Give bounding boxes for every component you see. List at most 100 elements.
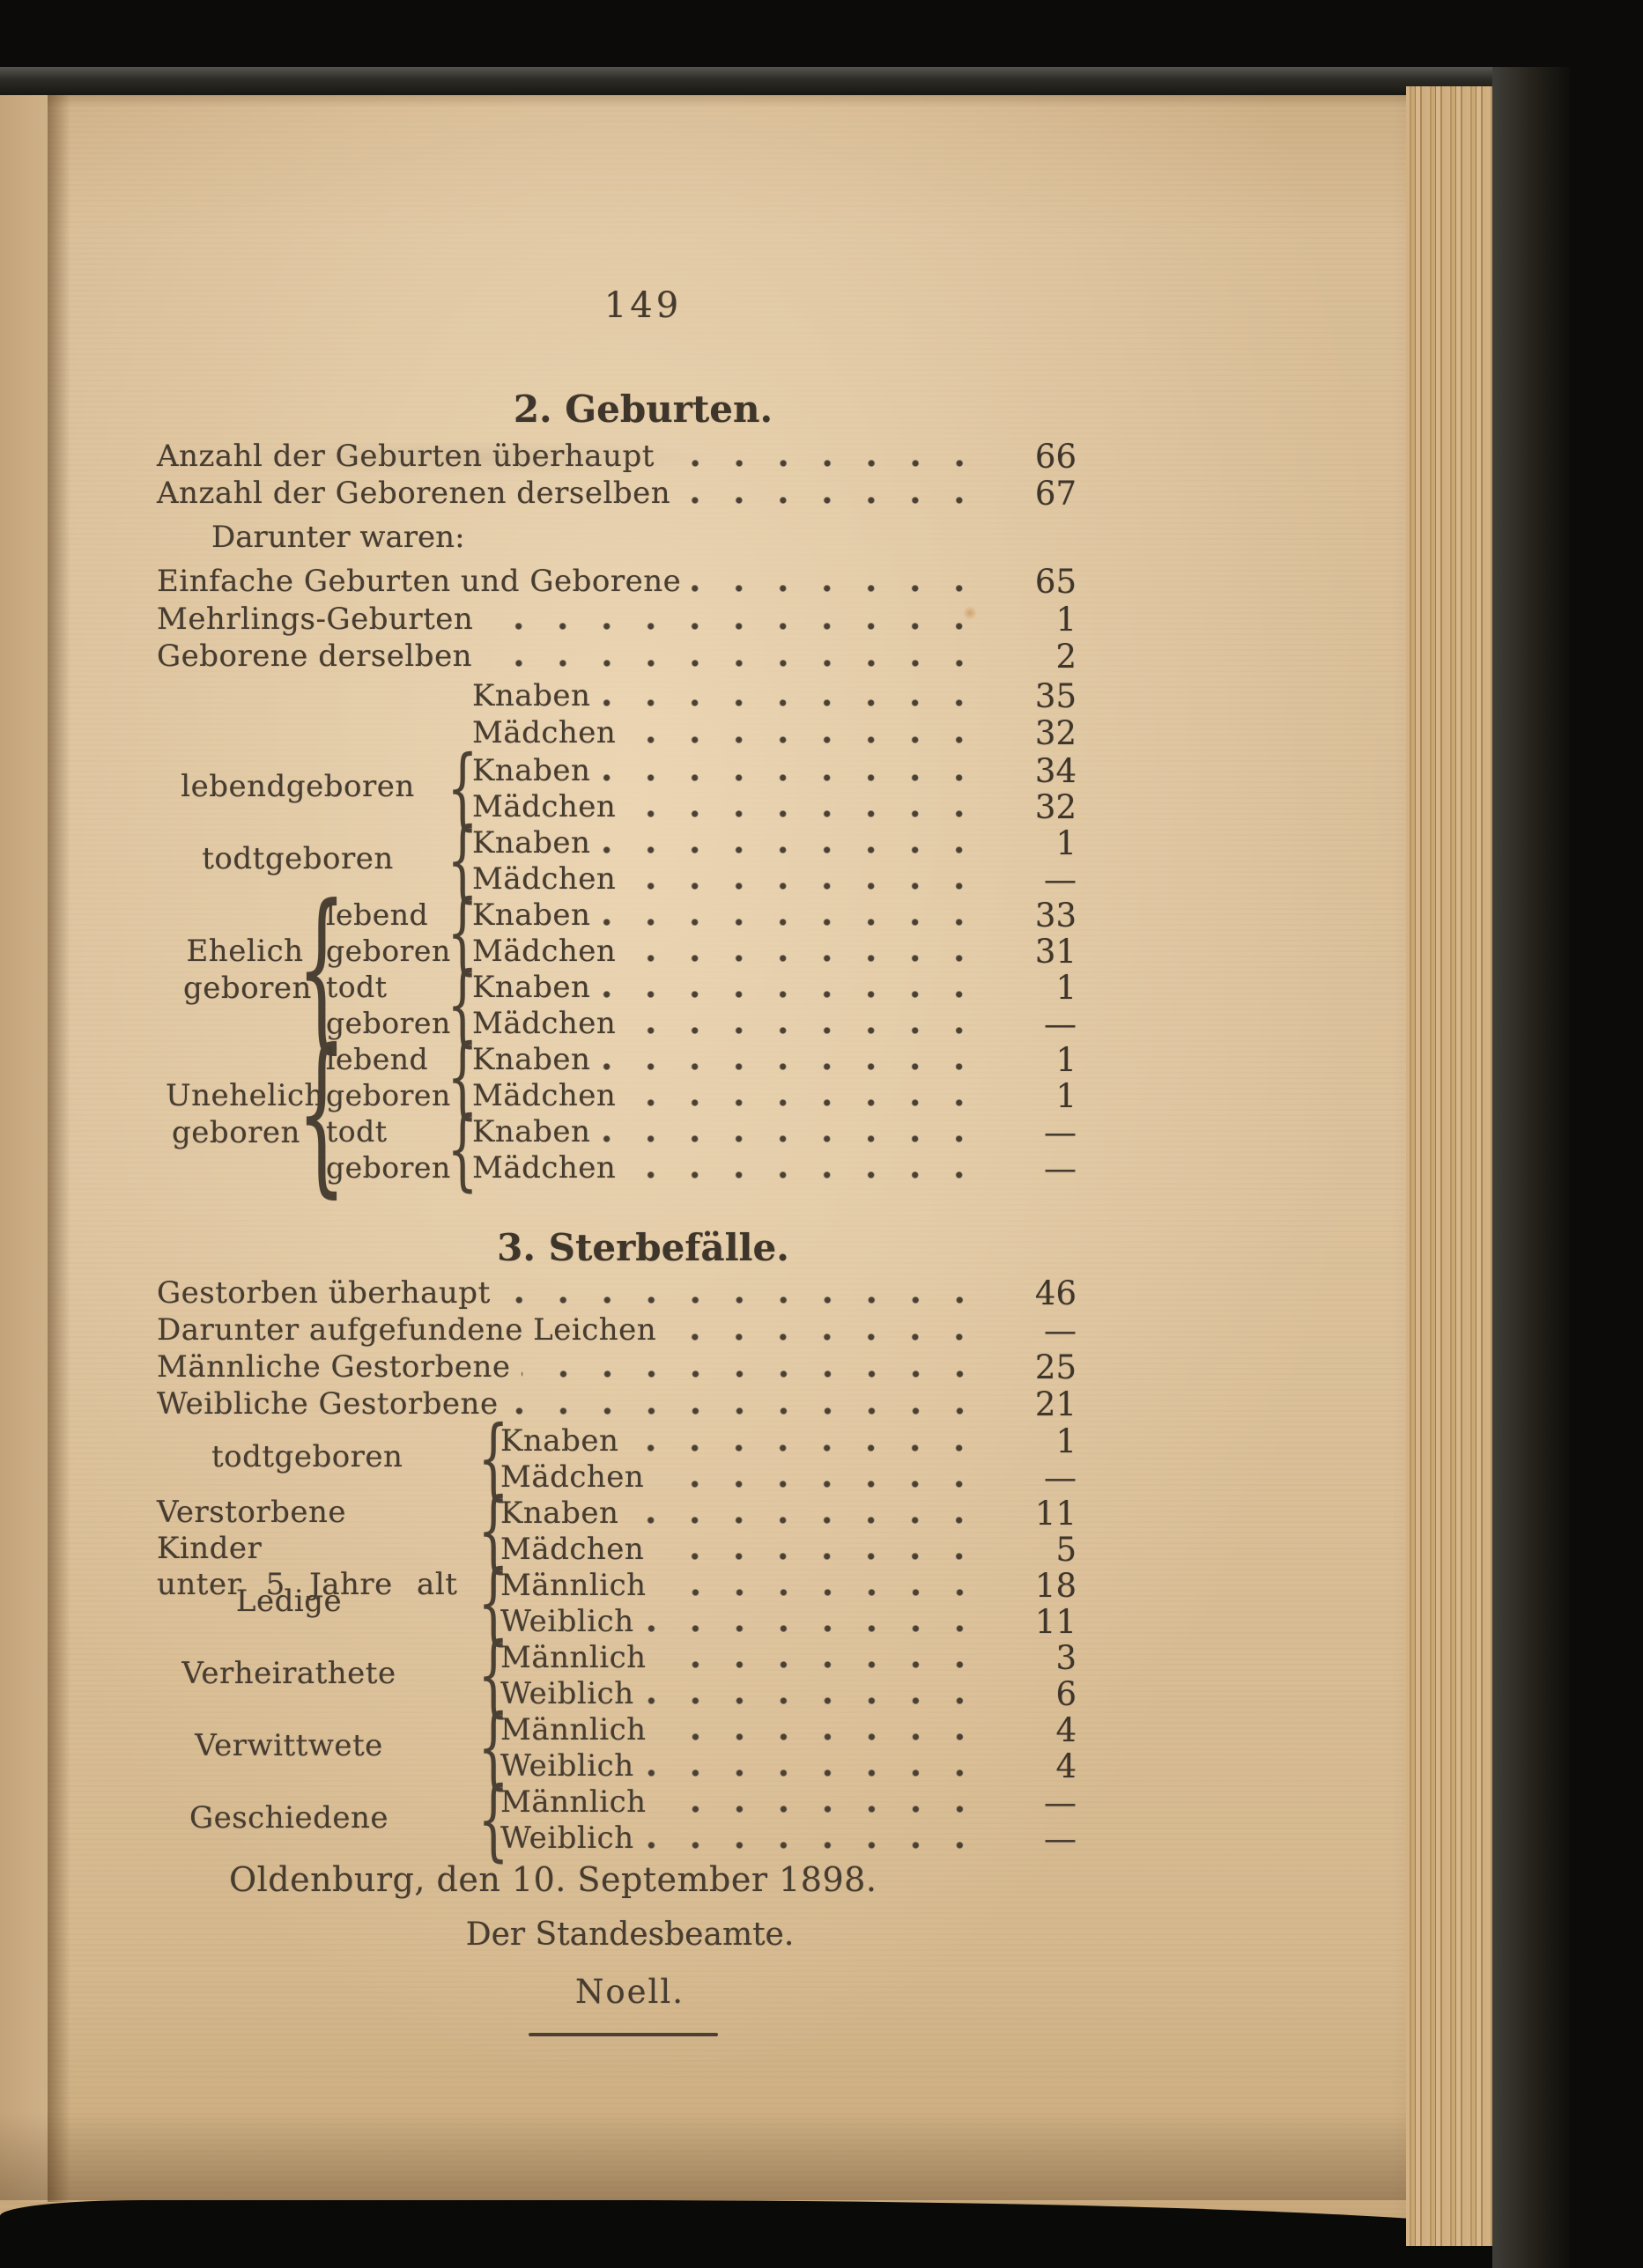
stat-row: Anzahl der Geburten überhaupt 66: [157, 437, 1077, 476]
dot-leader: [656, 1660, 999, 1669]
page-content: 149 2. Geburten. Anzahl der Geburten übe…: [157, 0, 1077, 2268]
ink-smudge: [229, 440, 722, 476]
row-value: —: [1044, 1458, 1077, 1496]
stat-row: Knaben 1: [157, 968, 1077, 1007]
group-label-geschiedene: Geschiedene: [189, 1800, 389, 1836]
dot-leader: [681, 496, 999, 505]
dot-leader: [601, 1062, 999, 1071]
dot-leader: [601, 1134, 999, 1143]
row-value: 1: [1055, 1040, 1077, 1079]
dot-leader: [626, 1171, 999, 1179]
row-label: Knaben: [472, 1114, 591, 1149]
row-label: Männlich: [500, 1784, 647, 1820]
row-label: Anzahl der Geburten überhaupt: [157, 439, 655, 474]
row-label: Knaben: [472, 753, 591, 788]
group-label-line: geboren: [326, 934, 451, 968]
row-label: Weibliche Gestorbene: [157, 1386, 499, 1422]
dot-leader: [644, 1841, 999, 1850]
book-cover-right-edge: [1492, 67, 1570, 2268]
dot-leader: [601, 990, 999, 999]
dot-leader: [626, 954, 999, 963]
row-value: —: [1044, 1112, 1077, 1151]
dot-leader: [601, 698, 999, 707]
row-value: 66: [1034, 437, 1077, 476]
stat-row: Mädchen —: [157, 1004, 1077, 1043]
row-label: Knaben: [472, 898, 591, 933]
dot-leader: [601, 846, 999, 854]
row-value: 32: [1034, 713, 1077, 752]
stat-row: Knaben 1: [157, 824, 1077, 862]
book-cover-top-edge: [0, 67, 1566, 95]
dateline: Oldenburg, den 10. September 1898.: [229, 1860, 877, 1899]
stat-row: Mädchen —: [157, 1458, 1077, 1496]
dot-leader: [656, 1732, 999, 1741]
group-label-todtgeboren: todtgeboren: [211, 1439, 403, 1474]
row-label: Gestorben überhaupt: [157, 1275, 491, 1311]
dot-leader: [483, 659, 999, 668]
row-value: 4: [1055, 1710, 1077, 1749]
dot-leader: [644, 1769, 999, 1777]
row-label: Einfache Geburten und Geborene: [157, 564, 682, 599]
stat-row: Darunter aufgefundene Leichen —: [157, 1311, 1077, 1349]
stat-row: Mädchen 31: [157, 932, 1077, 971]
page-number: 149: [603, 285, 683, 326]
row-value: 32: [1034, 787, 1077, 826]
dot-leader: [656, 1805, 999, 1814]
row-value: —: [1044, 1783, 1077, 1821]
row-value: 6: [1055, 1674, 1077, 1713]
row-label: Mädchen: [472, 789, 617, 824]
dot-leader: [508, 1407, 999, 1415]
row-value: 1: [1055, 968, 1077, 1007]
stat-row: Gestorben überhaupt 46: [157, 1274, 1077, 1312]
stat-row: Mädchen —: [157, 1149, 1077, 1187]
stat-row: Knaben 34: [157, 751, 1077, 790]
row-label: Mädchen: [472, 1150, 617, 1186]
row-value: —: [1044, 1311, 1077, 1349]
group-label-line: Unehelich: [166, 1078, 324, 1113]
row-label: Mädchen: [500, 1532, 645, 1567]
row-value: 18: [1034, 1566, 1077, 1605]
row-value: 11: [1034, 1494, 1077, 1533]
group-label-line: geboren: [172, 1115, 300, 1150]
group-label-line: geboren: [183, 971, 312, 1006]
stat-row: Knaben 1: [157, 1422, 1077, 1460]
dot-leader: [667, 1333, 999, 1341]
stat-row: Männlich 18: [157, 1566, 1077, 1605]
stat-row: Mädchen 32: [157, 787, 1077, 826]
group-label-todt-geboren: todt geboren: [326, 969, 451, 1041]
end-rule: [529, 2033, 718, 2036]
row-label: Mehrlings-Geburten: [157, 602, 474, 637]
row-value: 31: [1034, 932, 1077, 971]
row-label: Mädchen: [472, 715, 617, 750]
stat-row: Männliche Gestorbene 25: [157, 1348, 1077, 1386]
stat-row: Knaben 1: [157, 1040, 1077, 1079]
dot-leader: [644, 1696, 999, 1705]
row-label: Mädchen: [472, 1006, 617, 1041]
row-value: —: [1044, 860, 1077, 898]
stat-row: Mädchen 1: [157, 1076, 1077, 1115]
stat-row: Weiblich 11: [157, 1602, 1077, 1641]
group-label-line: geboren: [326, 1078, 451, 1112]
row-label: Mädchen: [500, 1459, 645, 1495]
stat-row: Weibliche Gestorbene 21: [157, 1385, 1077, 1423]
row-label: Männlich: [500, 1568, 647, 1603]
dot-leader: [626, 882, 999, 890]
row-label: Darunter aufgefundene Leichen: [157, 1312, 657, 1348]
dot-leader: [629, 1516, 999, 1525]
gutter-page-strip: [0, 86, 48, 2202]
paper-stain: [963, 606, 977, 620]
group-label-ehelich: Ehelich geboren: [183, 933, 312, 1007]
subheading: Darunter waren:: [211, 520, 465, 555]
row-value: 1: [1055, 600, 1077, 639]
row-label: Mädchen: [472, 861, 617, 897]
stat-row: Männlich 3: [157, 1638, 1077, 1677]
group-label-verheirathete: Verheirathete: [181, 1656, 396, 1691]
row-label: Knaben: [472, 825, 591, 861]
row-label: Knaben: [472, 1042, 591, 1077]
stat-row: Weiblich —: [157, 1819, 1077, 1858]
row-value: 1: [1055, 1422, 1077, 1460]
row-value: 3: [1055, 1638, 1077, 1677]
dot-leader: [644, 1624, 999, 1633]
row-value: 34: [1034, 751, 1077, 790]
fore-edge-pages: [1406, 86, 1494, 2246]
